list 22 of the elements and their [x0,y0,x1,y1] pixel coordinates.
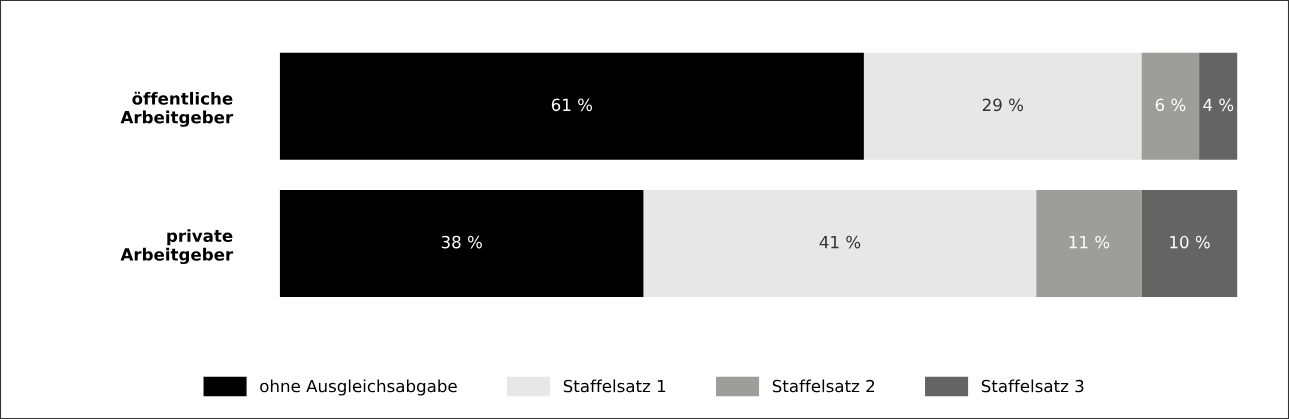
data-label: 10 % [1170,235,1210,249]
legend-label: Staffelsatz 2 [772,379,875,393]
data-label: 61 % [551,98,593,112]
data-label: 11 % [1069,235,1110,249]
legend-label: Staffelsatz 1 [563,379,666,393]
y-tick-label: private Arbeitgeber [120,229,234,265]
data-label: 41 % [819,235,861,249]
legend-label: Staffelsatz 3 [981,379,1084,393]
bar [643,190,1037,298]
bar [279,190,644,298]
y-tick-label: öffentliche Arbeitgeber [120,91,234,127]
data-label: 29 % [982,98,1024,112]
bar [1141,52,1200,160]
bar [279,52,864,160]
bar [863,52,1142,160]
data-label: 4 % [1203,98,1234,112]
data-label: 6 % [1155,98,1186,112]
bar [1141,190,1238,298]
legend-label: ohne Ausgleichsabgabe [260,379,457,396]
bar [1036,190,1142,298]
data-label: 38 % [441,235,482,249]
bar [1199,52,1238,160]
